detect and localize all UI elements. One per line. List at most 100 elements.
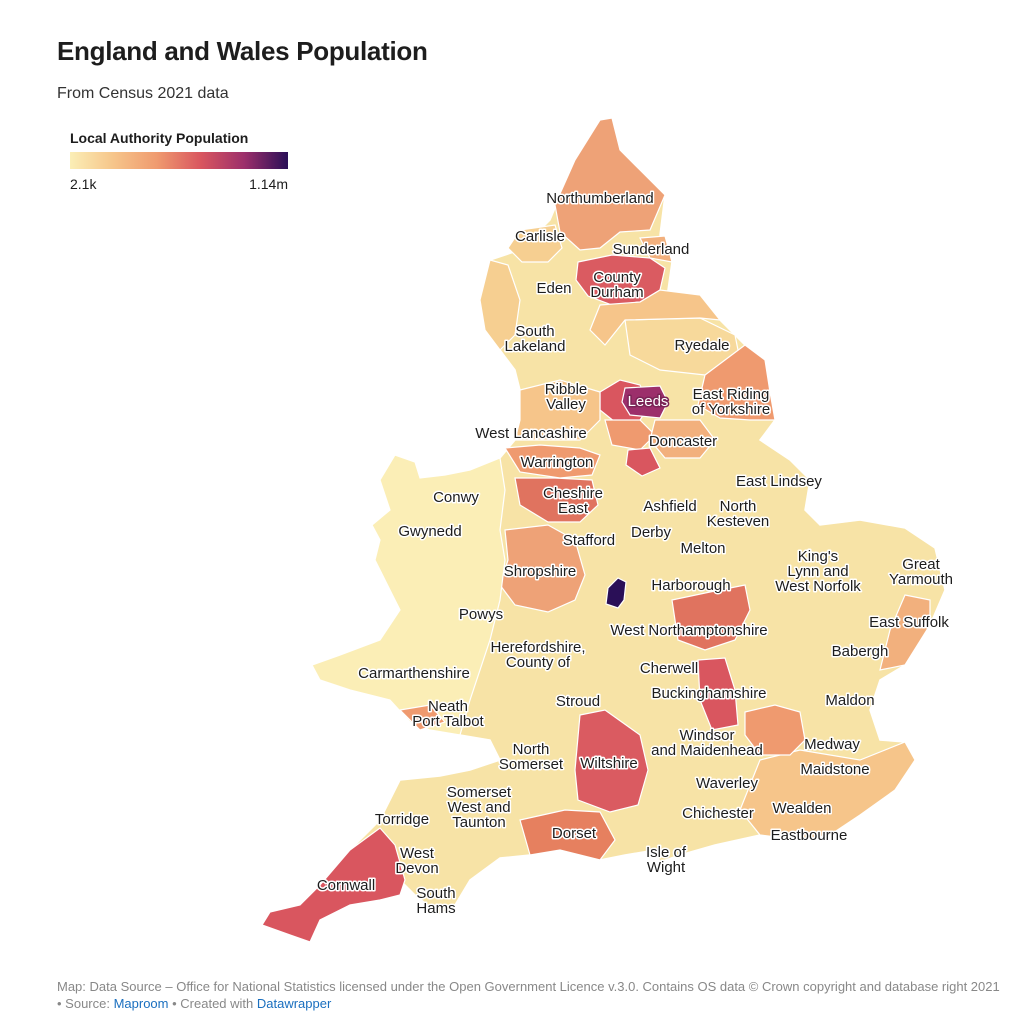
region-london[interactable] bbox=[744, 704, 806, 756]
datawrapper-link[interactable]: Datawrapper bbox=[256, 996, 332, 1011]
region-dorset[interactable] bbox=[519, 809, 616, 861]
map-label-line: King's bbox=[798, 548, 838, 565]
map-label-south-hams: South Hams bbox=[416, 885, 455, 917]
map-label-line: Great bbox=[902, 556, 940, 573]
map-label-maldon: Maldon bbox=[825, 692, 874, 709]
map-label-line: East Suffolk bbox=[869, 614, 949, 631]
region-doncaster[interactable] bbox=[649, 419, 716, 459]
map-label-derby: Derby bbox=[631, 524, 672, 541]
region-yorkshire-north[interactable] bbox=[589, 289, 722, 346]
region-leeds[interactable] bbox=[621, 385, 669, 419]
maproom-link[interactable]: Maproom bbox=[113, 996, 169, 1011]
region-carlisle[interactable] bbox=[507, 224, 563, 263]
map-label-west-devon: West Devon bbox=[395, 845, 438, 877]
map-label-line: Wiltshire bbox=[580, 755, 638, 772]
map-label-carmarthenshire: Carmarthenshire bbox=[358, 665, 470, 682]
map-label-line: and Maidenhead bbox=[651, 742, 763, 759]
map-label-line: Herefordshire, bbox=[490, 639, 585, 656]
map-label-line: Gwynedd bbox=[398, 523, 461, 540]
map-label-line: Ashfield bbox=[643, 498, 696, 515]
map-label-line: Derby bbox=[631, 524, 672, 541]
region-buckinghamshire[interactable] bbox=[697, 657, 739, 731]
footer-source-line: Map: Data Source – Office for National S… bbox=[57, 979, 1000, 994]
map-label-line: Carlisle bbox=[515, 228, 565, 245]
map-label-eastbourne: Eastbourne bbox=[771, 827, 848, 844]
map-label-chichester: Chichester bbox=[682, 805, 754, 822]
region-east-riding[interactable] bbox=[697, 344, 776, 421]
map-label-line: Valley bbox=[546, 396, 586, 413]
map-labels: Northumberland Carlisle Sunderland County Du… bbox=[315, 189, 954, 919]
legend-title: Local Authority Population bbox=[70, 130, 249, 146]
map-label-north-kesteven: North Kesteven bbox=[707, 498, 770, 530]
map-label-leeds: Leeds bbox=[628, 393, 669, 410]
map-label-cheshire-east: Cheshire East bbox=[543, 485, 603, 517]
map-label-line: Stafford bbox=[563, 532, 615, 549]
map-label-line: Babergh bbox=[832, 643, 889, 660]
map-label-neath-port-talbot: Neath Port Talbot bbox=[412, 698, 484, 730]
region-west-yorkshire[interactable] bbox=[604, 419, 656, 451]
map-label-line: Melton bbox=[680, 540, 725, 557]
map-regions bbox=[260, 117, 946, 943]
region-cumbria-coast[interactable] bbox=[479, 259, 521, 351]
region-northumberland[interactable] bbox=[554, 117, 666, 251]
map-label-shropshire: Shropshire bbox=[504, 563, 577, 580]
map-label-melton: Melton bbox=[680, 540, 725, 557]
map-label-buckinghamshire: Buckinghamshire bbox=[651, 685, 766, 702]
map-label-line: Torridge bbox=[375, 811, 429, 828]
map-label-east-lindsey: East Lindsey bbox=[736, 473, 822, 490]
map-label-cherwell: Cherwell bbox=[640, 660, 698, 677]
map-label-line: Somerset bbox=[499, 756, 564, 773]
color-legend: Local Authority Population 2.1k 1.14m bbox=[70, 130, 288, 194]
map-label-line: West Northamptonshire bbox=[610, 622, 767, 639]
map-label-line: Warrington bbox=[521, 454, 594, 471]
map-label-west-northamptonshire: West Northamptonshire bbox=[610, 622, 767, 639]
map-label-stafford: Stafford bbox=[563, 532, 615, 549]
map-label-dorset: Dorset bbox=[552, 825, 597, 842]
map-label-line: Northumberland bbox=[546, 190, 654, 207]
region-warrington[interactable] bbox=[503, 444, 601, 479]
region-birmingham[interactable] bbox=[605, 577, 627, 609]
region-cornwall[interactable] bbox=[261, 827, 406, 943]
region-kent-sussex[interactable] bbox=[739, 741, 916, 841]
map-label-line: Stroud bbox=[556, 693, 600, 710]
region-sheffield[interactable] bbox=[625, 447, 661, 477]
map-label-gwynedd: Gwynedd bbox=[398, 523, 461, 540]
map-label-line: Cornwall bbox=[317, 877, 375, 894]
map-label-line: Port Talbot bbox=[412, 713, 484, 730]
map-label-ashfield: Ashfield bbox=[643, 498, 696, 515]
map-label-line: Wealden bbox=[773, 800, 832, 817]
region-east-suffolk[interactable] bbox=[879, 594, 931, 671]
map-label-northumberland: Northumberland bbox=[546, 190, 654, 207]
map-label-ribble-valley: Ribble Valley bbox=[545, 381, 588, 413]
footer-bullet-source: • Source: bbox=[57, 996, 114, 1011]
legend-min-label: 2.1k bbox=[70, 176, 97, 192]
map-label-stroud: Stroud bbox=[556, 693, 600, 710]
map-label-line: Chichester bbox=[682, 805, 754, 822]
map-label-east-riding: East Riding of Yorkshire bbox=[692, 386, 770, 418]
region-wiltshire[interactable] bbox=[574, 709, 649, 813]
map-label-line: Hams bbox=[416, 900, 455, 917]
map-label-wealden: Wealden bbox=[773, 800, 832, 817]
map-label-wiltshire: Wiltshire bbox=[580, 755, 638, 772]
map-label-north-somerset: North Somerset bbox=[499, 741, 564, 773]
map-label-powys: Powys bbox=[459, 606, 503, 623]
legend-max-label: 1.14m bbox=[249, 176, 288, 192]
region-sunderland[interactable] bbox=[639, 235, 673, 263]
map-label-line: Ribble bbox=[545, 381, 588, 398]
map-label-line: East Riding bbox=[693, 386, 770, 403]
region-west-northamptonshire[interactable] bbox=[671, 584, 751, 651]
region-cheshire-east[interactable] bbox=[514, 477, 599, 523]
map-label-line: Leeds bbox=[628, 393, 669, 410]
legend-gradient-bar bbox=[70, 152, 288, 169]
region-neath-port-talbot[interactable] bbox=[398, 704, 447, 731]
map-label-line: Cherwell bbox=[640, 660, 698, 677]
page-subtitle: From Census 2021 data bbox=[57, 85, 229, 102]
map-label-somerset-west: Somerset West and Taunton bbox=[447, 784, 512, 831]
map-label-line: West Norfolk bbox=[775, 578, 861, 595]
region-lancashire[interactable] bbox=[514, 379, 601, 441]
map-label-warrington: Warrington bbox=[521, 454, 594, 471]
map-label-line: Yarmouth bbox=[889, 571, 953, 588]
map-label-line: Ryedale bbox=[674, 337, 729, 354]
map-label-line: Somerset bbox=[447, 784, 512, 801]
